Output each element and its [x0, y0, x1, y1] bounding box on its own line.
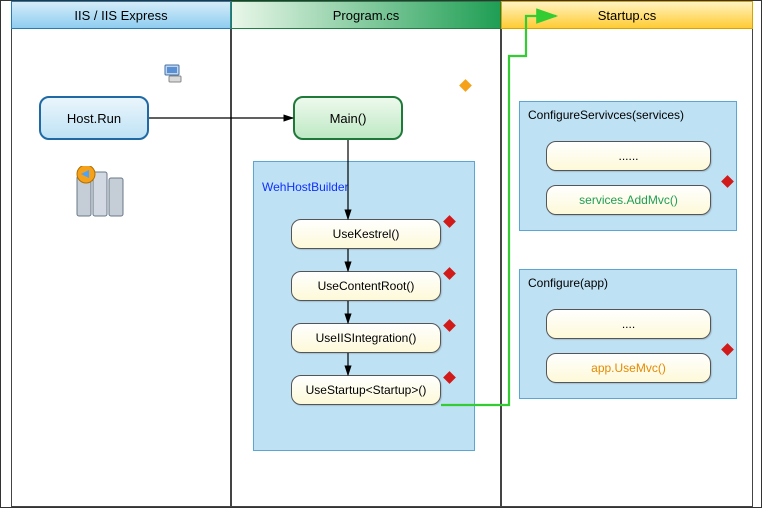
servers-icon: [71, 166, 131, 225]
col-header-program: Program.cs: [231, 1, 501, 29]
node-main-label: Main(): [330, 111, 367, 126]
pill-usestartup: UseStartup<Startup>(): [291, 375, 441, 405]
pill-configure-dots-label: ....: [622, 317, 635, 331]
pill-usecontentroot-label: UseContentRoot(): [318, 279, 415, 293]
pill-useiisintegration: UseIISIntegration(): [291, 323, 441, 353]
pill-services-dots: ......: [546, 141, 711, 171]
group-configureservices-title: ConfigureServivces(services): [528, 108, 684, 122]
pill-services-addmvc-label: services.AddMvc(): [579, 193, 678, 207]
computer-icon: [163, 63, 185, 88]
col-header-startup: Startup.cs: [501, 1, 753, 29]
aspnet-startup-flowchart: IIS / IIS Express Program.cs Startup.cs …: [0, 0, 762, 508]
node-hostrun-label: Host.Run: [67, 111, 121, 126]
pill-useiisintegration-label: UseIISIntegration(): [316, 331, 417, 345]
pill-configure-dots: ....: [546, 309, 711, 339]
group-webhostbuilder-title: WehHostBuilder: [262, 180, 348, 194]
pill-usekestrel: UseKestrel(): [291, 219, 441, 249]
node-hostrun: Host.Run: [39, 96, 149, 140]
col-header-iis-label: IIS / IIS Express: [74, 8, 167, 23]
node-main: Main(): [293, 96, 403, 140]
pill-services-dots-label: ......: [618, 149, 638, 163]
pill-configure-usemvc-label: app.UseMvc(): [591, 361, 666, 375]
pill-services-addmvc: services.AddMvc(): [546, 185, 711, 215]
col-header-startup-label: Startup.cs: [598, 8, 657, 23]
col-header-iis: IIS / IIS Express: [11, 1, 231, 29]
pill-usekestrel-label: UseKestrel(): [333, 227, 400, 241]
pill-configure-usemvc: app.UseMvc(): [546, 353, 711, 383]
pill-usecontentroot: UseContentRoot(): [291, 271, 441, 301]
group-webhostbuilder: WehHostBuilder: [253, 161, 475, 451]
group-configure-title: Configure(app): [528, 276, 608, 290]
col-header-program-label: Program.cs: [333, 8, 399, 23]
pill-usestartup-label: UseStartup<Startup>(): [306, 383, 427, 397]
